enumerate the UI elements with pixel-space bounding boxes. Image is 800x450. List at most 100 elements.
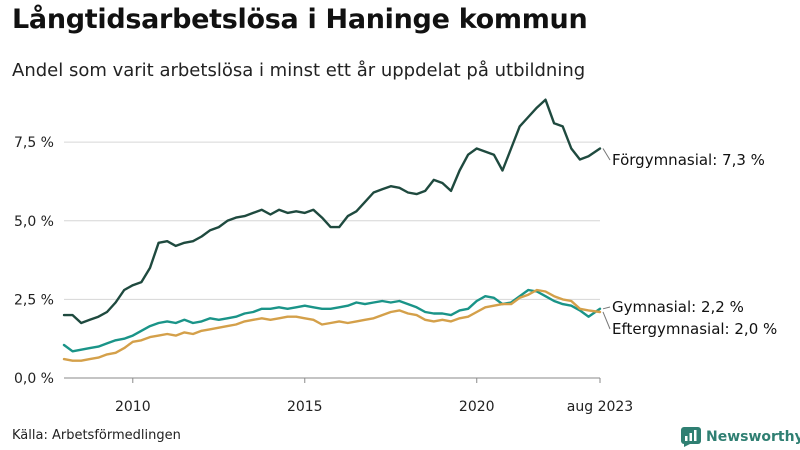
data-point-gymnasial (183, 318, 186, 321)
series-label-eftergymnasial: Eftergymnasial: 2,0 % (612, 320, 777, 338)
data-point-eftergymnasial (389, 311, 392, 313)
data-point-eftergymnasial (450, 320, 452, 323)
data-point-forgymnasial (183, 241, 186, 244)
line-chart: 0,0 % 2,5 % 5,0 % 7,5 % 2010 2015 2020 aug 2023… (14, 98, 777, 415)
data-point-gymnasial (106, 342, 108, 345)
y-tick-label: 2,5 % (14, 292, 54, 308)
data-point-eftergymnasial (200, 329, 203, 332)
data-point-forgymnasial (475, 147, 478, 150)
data-point-forgymnasial (450, 190, 452, 192)
data-point-gymnasial (286, 307, 289, 310)
data-point-forgymnasial (536, 106, 538, 109)
data-point-eftergymnasial (579, 307, 581, 310)
data-point-eftergymnasial (192, 333, 194, 335)
data-point-forgymnasial (561, 125, 564, 128)
data-point-forgymnasial (174, 245, 177, 247)
data-point-eftergymnasial (544, 290, 547, 293)
data-point-eftergymnasial (149, 336, 151, 338)
data-point-forgymnasial (269, 213, 272, 216)
data-point-eftergymnasial (226, 325, 229, 327)
chart-title: Långtidsarbetslösa i Haninge kommun (12, 4, 588, 35)
data-point-gymnasial (140, 329, 143, 332)
data-point-eftergymnasial (493, 304, 495, 307)
data-point-gymnasial (441, 312, 444, 315)
data-point-forgymnasial (192, 240, 194, 243)
series-lines (62, 98, 602, 362)
data-point-gymnasial (235, 315, 237, 318)
x-tick-label: 2020 (459, 399, 495, 415)
data-point-forgymnasial (157, 241, 160, 244)
data-point-eftergymnasial (467, 315, 469, 318)
data-point-forgymnasial (209, 229, 212, 232)
data-point-forgymnasial (329, 226, 332, 229)
data-point-gymnasial (200, 320, 203, 323)
y-tick-label: 7,5 % (14, 135, 54, 151)
data-point-eftergymnasial (209, 328, 212, 331)
x-tick-label: 2010 (115, 399, 151, 415)
data-point-forgymnasial (80, 322, 83, 324)
newsworthy-logo-icon (681, 427, 701, 447)
label-leader-eftergymnasial (602, 311, 611, 330)
data-point-gymnasial (243, 312, 246, 315)
data-point-gymnasial (544, 295, 547, 298)
y-tick-label: 0,0 % (14, 371, 54, 387)
data-point-forgymnasial (493, 153, 495, 156)
data-point-forgymnasial (398, 186, 401, 189)
data-point-eftergymnasial (355, 320, 358, 323)
data-point-forgymnasial (570, 147, 573, 150)
data-point-gymnasial (252, 311, 255, 313)
label-leader-gymnasial (602, 306, 611, 310)
data-point-gymnasial (166, 320, 169, 323)
data-point-eftergymnasial (364, 318, 366, 321)
data-point-gymnasial (80, 348, 83, 351)
data-point-gymnasial (432, 312, 435, 315)
data-point-eftergymnasial (260, 317, 263, 320)
data-point-forgymnasial (355, 210, 358, 213)
data-point-eftergymnasial (329, 322, 332, 324)
data-point-forgymnasial (338, 226, 341, 229)
data-point-forgymnasial (441, 182, 444, 184)
series-line-forgymnasial (62, 98, 602, 325)
data-point-forgymnasial (149, 267, 151, 269)
data-point-eftergymnasial (183, 331, 186, 334)
data-point-eftergymnasial (166, 333, 169, 335)
data-point-eftergymnasial (381, 314, 384, 316)
series-end-labels: Förgymnasial: 7,3 % Gymnasial: 2,2 % Efter… (602, 148, 777, 338)
data-point-eftergymnasial (475, 311, 478, 313)
data-point-forgymnasial (389, 185, 392, 188)
data-point-eftergymnasial (518, 296, 521, 299)
data-point-eftergymnasial (88, 358, 91, 360)
data-point-forgymnasial (415, 193, 418, 196)
data-point-eftergymnasial (484, 306, 487, 309)
data-point-forgymnasial (381, 188, 384, 191)
data-point-forgymnasial (553, 122, 555, 125)
data-point-gymnasial (321, 307, 323, 310)
data-point-gymnasial (226, 317, 229, 320)
data-point-eftergymnasial (157, 334, 160, 337)
data-point-eftergymnasial (536, 289, 538, 291)
data-point-forgymnasial (243, 215, 246, 218)
data-point-forgymnasial (303, 212, 306, 214)
data-point-gymnasial (157, 322, 160, 324)
data-point-eftergymnasial (278, 317, 280, 320)
data-point-gymnasial (364, 303, 366, 305)
data-point-eftergymnasial (174, 334, 177, 337)
data-point-forgymnasial (587, 155, 590, 158)
data-point-gymnasial (346, 304, 349, 307)
data-point-forgymnasial (424, 190, 427, 192)
data-point-forgymnasial (63, 314, 65, 316)
data-point-forgymnasial (599, 147, 601, 150)
data-point-forgymnasial (579, 158, 581, 161)
x-tick-label: 2015 (287, 399, 323, 415)
data-point-forgymnasial (114, 301, 117, 304)
data-point-forgymnasial (200, 235, 203, 238)
data-point-forgymnasial (106, 311, 108, 313)
data-point-eftergymnasial (372, 317, 375, 320)
data-point-gymnasial (97, 345, 100, 348)
data-point-forgymnasial (131, 284, 134, 287)
data-point-eftergymnasial (252, 318, 255, 321)
data-point-eftergymnasial (303, 317, 306, 320)
data-point-gymnasial (192, 322, 194, 324)
data-point-forgymnasial (123, 289, 126, 291)
data-point-eftergymnasial (243, 320, 246, 323)
